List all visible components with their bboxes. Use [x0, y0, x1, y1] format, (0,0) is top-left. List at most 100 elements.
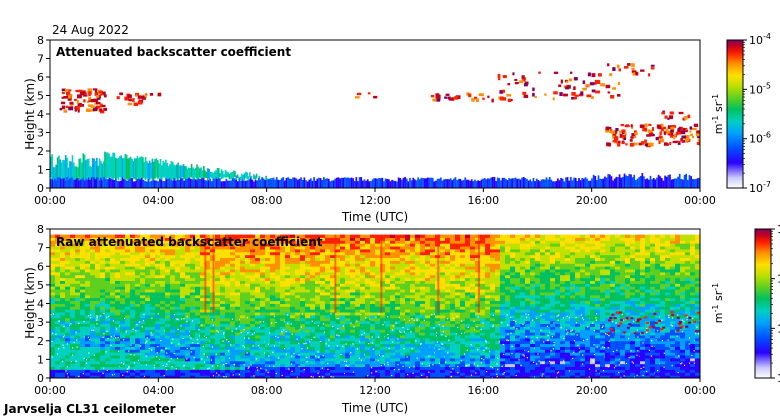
aerosol-column [208, 168, 211, 179]
raw-cell [355, 366, 361, 370]
raw-cell [190, 294, 196, 299]
raw-cell [80, 332, 86, 336]
boundary-layer-column [565, 177, 567, 188]
raw-cell [230, 237, 236, 241]
noise-speck [196, 338, 198, 341]
raw-cell [60, 360, 66, 365]
raw-cell [145, 309, 151, 313]
raw-cell [255, 294, 261, 299]
raw-cell [50, 320, 56, 325]
boundary-layer-column [344, 177, 346, 188]
noise-speck [280, 330, 283, 332]
raw-cell [300, 326, 306, 330]
raw-cell [135, 243, 141, 247]
noise-speck [317, 325, 320, 327]
raw-cell [275, 352, 281, 356]
raw-cell [165, 355, 171, 359]
raw-cell [130, 337, 136, 342]
aerosol-column [117, 157, 120, 181]
raw-cell [235, 329, 241, 333]
raw-cell [120, 271, 126, 276]
raw-cell [255, 271, 261, 276]
boundary-layer-column [152, 178, 155, 188]
panel-raw: Raw attenuated backscatter coefficient 0… [23, 221, 780, 415]
raw-cell [165, 320, 171, 325]
raw-cell [380, 271, 386, 276]
raw-cell [250, 355, 256, 359]
raw-cell [115, 306, 121, 310]
raw-cell [220, 246, 226, 250]
raw-cell [185, 312, 191, 316]
raw-cell [140, 243, 146, 247]
cloud-cell [92, 88, 98, 91]
aerosol-column [224, 169, 227, 178]
raw-cell [120, 355, 126, 359]
raw-cell [305, 297, 311, 302]
raw-cell [220, 251, 226, 256]
raw-cell [380, 291, 386, 296]
raw-cell [395, 329, 401, 333]
raw-cell [325, 352, 331, 356]
raw-cell [235, 294, 241, 299]
raw-cell [240, 234, 246, 238]
noise-speck [96, 319, 98, 321]
raw-cell [195, 246, 201, 250]
boundary-layer-column [584, 177, 587, 188]
noise-speck [70, 360, 72, 363]
raw-cell [260, 251, 266, 256]
noise-speck [283, 347, 286, 350]
raw-cell [230, 243, 236, 247]
noise-speck [89, 339, 91, 341]
raw-cell [145, 363, 151, 368]
raw-cell [90, 314, 96, 319]
raw-cell [365, 372, 371, 376]
y-tick-label: 4 [37, 108, 44, 121]
raw-cell [130, 266, 136, 270]
noise-speck [290, 323, 292, 325]
raw-cell [100, 237, 106, 241]
raw-cell [325, 300, 331, 304]
noise-speck [254, 332, 256, 334]
raw-cell [60, 329, 66, 333]
raw-cell [330, 326, 336, 330]
raw-cell [100, 329, 106, 333]
raw-cell [325, 312, 331, 316]
aerosol-column [150, 162, 152, 179]
raw-cell [240, 246, 246, 250]
raw-cell [335, 286, 341, 290]
noise-speck [110, 335, 113, 338]
raw-cell [110, 337, 116, 342]
noise-speck [293, 352, 295, 355]
raw-cell [340, 280, 346, 284]
raw-cell [125, 340, 131, 345]
raw-cell [85, 346, 91, 350]
noise-speck [55, 333, 57, 335]
raw-cell [145, 326, 151, 330]
raw-cell [65, 340, 71, 345]
noise-speck [189, 330, 191, 332]
noise-speck [85, 359, 88, 361]
raw-cell [235, 243, 241, 247]
raw-cell [225, 271, 231, 276]
raw-cell [225, 332, 231, 336]
raw-cell [145, 320, 151, 325]
noise-speck [186, 320, 188, 323]
noise-speck [231, 330, 233, 332]
raw-cell [105, 274, 111, 279]
raw-cell [100, 246, 106, 250]
raw-cell [70, 289, 76, 293]
cloud-cell [678, 111, 684, 115]
raw-cell [120, 332, 126, 336]
cloud-cell [646, 134, 651, 137]
raw-cell [55, 234, 61, 238]
raw-cell [220, 360, 226, 365]
raw-cell [50, 243, 56, 247]
raw-cell [235, 326, 241, 330]
raw-cell [215, 320, 221, 325]
noise-speck [310, 339, 313, 341]
raw-cell [200, 300, 206, 304]
raw-cell [320, 248, 326, 253]
raw-cell [135, 320, 141, 325]
raw-cell [170, 271, 176, 276]
raw-cell [220, 352, 226, 356]
